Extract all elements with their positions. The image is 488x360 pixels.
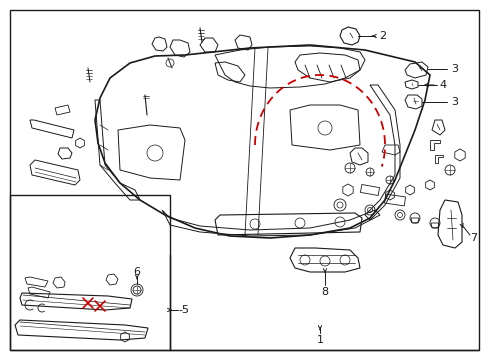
Text: 4: 4 bbox=[439, 80, 446, 90]
Text: 2: 2 bbox=[379, 31, 386, 41]
Text: 7: 7 bbox=[469, 233, 477, 243]
Text: 3: 3 bbox=[450, 64, 458, 74]
Text: -5: -5 bbox=[178, 305, 189, 315]
Text: 3: 3 bbox=[450, 97, 458, 107]
Text: 1: 1 bbox=[316, 335, 323, 345]
Text: 8: 8 bbox=[321, 287, 328, 297]
Text: 6: 6 bbox=[133, 267, 140, 277]
